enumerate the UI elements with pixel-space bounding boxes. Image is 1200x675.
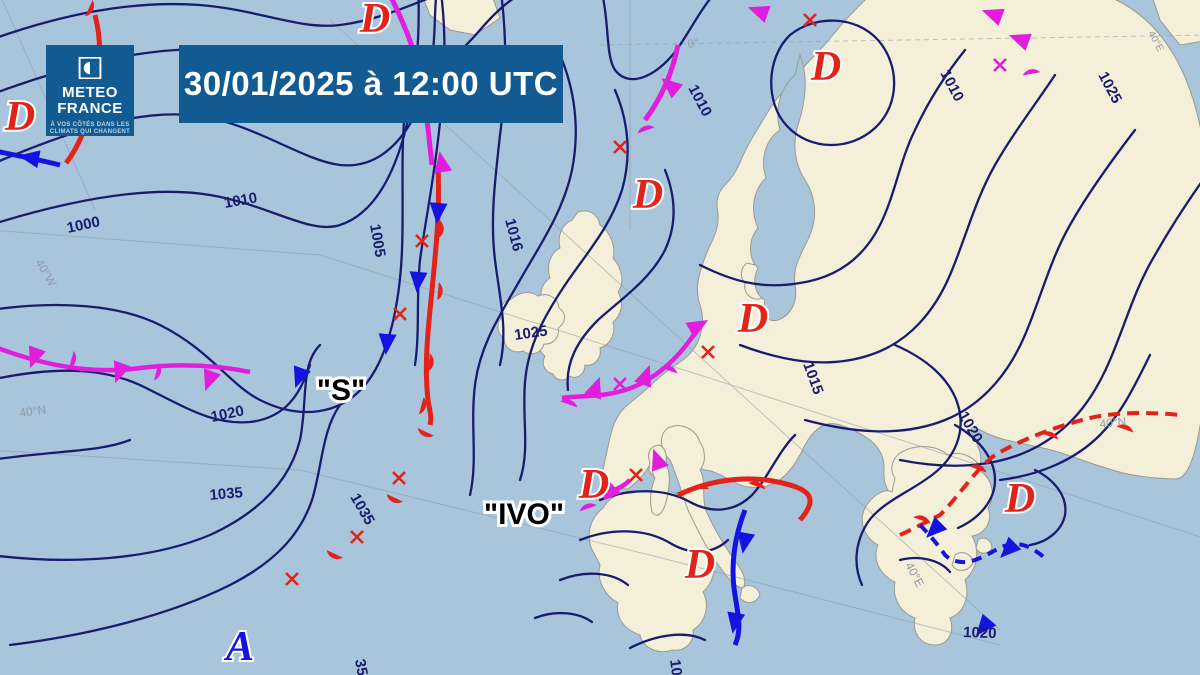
svg-text:"IVO": "IVO" [484, 498, 564, 531]
svg-text:D: D [684, 542, 715, 588]
svg-text:1035: 1035 [209, 484, 244, 504]
svg-text:"S": "S" [317, 374, 365, 407]
svg-text:D: D [578, 462, 609, 508]
svg-text:D: D [632, 172, 663, 218]
svg-text:0°: 0° [686, 35, 700, 50]
svg-text:D: D [737, 296, 768, 342]
svg-text:D: D [359, 0, 390, 42]
svg-text:40°N: 40°N [1099, 414, 1127, 431]
svg-text:D: D [4, 94, 35, 140]
svg-text:35: 35 [351, 658, 371, 675]
svg-text:A: A [223, 624, 254, 670]
svg-text:D: D [1004, 476, 1035, 522]
svg-text:1020: 1020 [963, 624, 997, 642]
svg-text:D: D [810, 44, 841, 90]
